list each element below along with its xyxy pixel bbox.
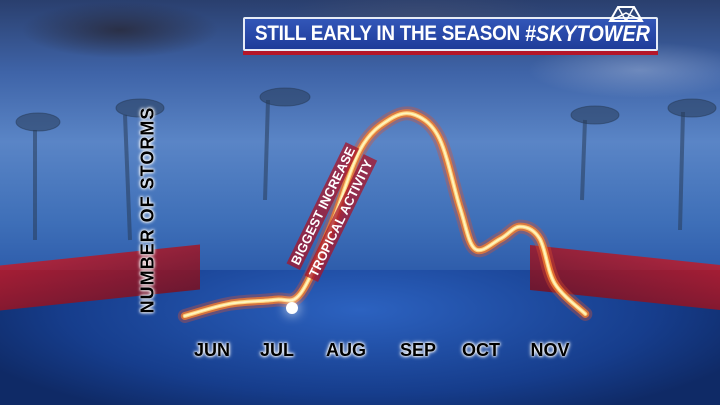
y-axis-label: NUMBER OF STORMS [137,106,158,314]
curve-mid [182,111,588,318]
x-tick-nov: NOV [530,340,570,360]
curve-outer [180,109,590,320]
x-axis: JUN JUL AUG SEP OCT NOV [0,340,720,366]
palm-tree-icon [15,112,61,240]
title-banner: STILL EARLY IN THE SEASON #SKYTOWER [243,17,658,51]
palm-tree-icon [259,87,311,201]
palm-tree-icon [115,98,165,241]
palm-tree-icon [570,105,620,201]
skytower-hashtag: #SKYTOWER [524,21,650,46]
palm-tree-icon [667,98,717,231]
storm-curve-line [183,112,587,317]
banner-red-underline [243,51,658,55]
sparkle-highlight [286,302,298,314]
skytower-dome-icon [608,6,644,22]
x-tick-sep: SEP [399,340,437,360]
banner-title: STILL EARLY IN THE SEASON [255,22,520,45]
x-tick-jul: JUL [259,340,295,360]
x-tick-aug: AUG [326,340,366,360]
x-tick-oct: OCT [462,340,500,360]
x-tick-jun: JUN [193,340,231,360]
curve-glow [177,106,593,323]
